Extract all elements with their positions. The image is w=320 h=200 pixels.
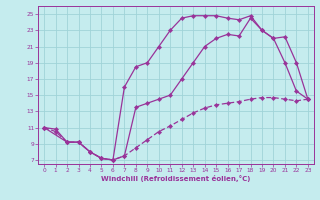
X-axis label: Windchill (Refroidissement éolien,°C): Windchill (Refroidissement éolien,°C) [101, 175, 251, 182]
